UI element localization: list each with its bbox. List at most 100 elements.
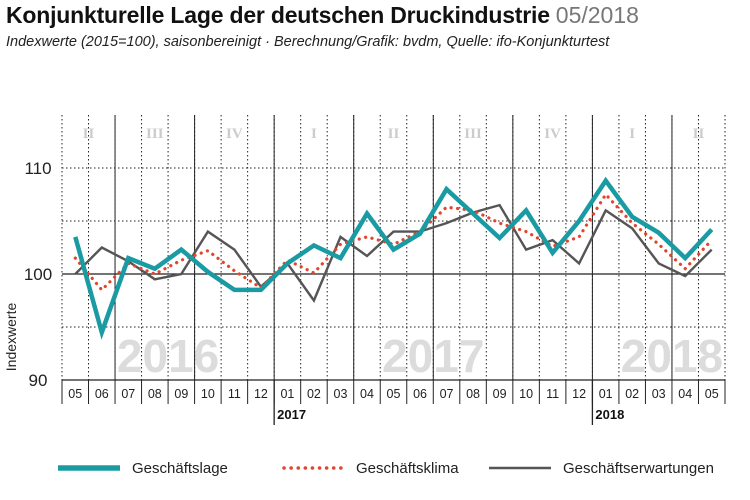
data-point-lage [313,245,314,246]
data-point-lage [526,210,527,211]
data-point-erwartungen [499,205,500,206]
quarter-label-5: III [464,126,482,142]
data-point-erwartungen [207,231,208,232]
x-tick-label: 11 [228,387,241,401]
x-tick-label: 07 [121,387,135,401]
x-tick-label: 05 [387,387,401,401]
quarter-label-4: II [388,126,400,142]
data-point-klima [499,223,500,224]
chart-title: Konjunkturelle Lage der deutschen Drucki… [6,2,550,28]
data-point-klima [526,231,527,232]
x-tick-label: 05 [68,387,82,401]
data-point-lage [287,263,288,264]
legend-item-erwartungen: Geschäftserwartungen [489,456,714,480]
data-point-erwartungen [181,273,182,274]
series-line-erwartungen [74,203,713,303]
data-point-lage [207,271,208,272]
data-point-klima [632,223,633,224]
x-tick-label: 06 [413,387,427,401]
chart-date: 05/2018 [555,2,639,28]
data-point-erwartungen [446,223,447,224]
data-point-lage [101,332,102,333]
series-line-klima [73,192,714,292]
data-point-klima [446,207,447,208]
quarter-label-3: I [311,126,317,142]
data-point-lage [632,216,633,217]
quarter-label-7: I [629,126,635,142]
x-tick-label: 07 [440,387,454,401]
data-point-erwartungen [605,210,606,211]
x-tick-label: 11 [546,387,559,401]
data-point-lage [154,268,155,269]
year-label-2018: 2018 [595,407,624,422]
x-tick-label: 12 [572,387,586,401]
quarter-label-6: IV [544,126,561,142]
data-point-lage [552,252,553,253]
x-tick-label: 04 [678,387,692,401]
data-point-lage [473,213,474,214]
x-tick-label: 02 [307,387,321,401]
data-point-lage [128,258,129,259]
data-point-erwartungen [101,247,102,248]
data-point-klima [75,258,76,259]
data-point-lage [711,229,712,230]
data-point-lage [366,213,367,214]
y-axis-label: Indexwerte [3,303,19,372]
x-tick-label: 09 [174,387,188,401]
data-point-erwartungen [313,300,314,301]
data-point-erwartungen [579,263,580,264]
x-tick-label: 10 [201,387,215,401]
quarter-label-8: II [693,126,705,142]
legend-item-lage: Geschäftslage [58,456,228,480]
x-tick-label: 03 [652,387,666,401]
data-point-klima [154,273,155,274]
quarter-label-0: II [83,126,95,142]
y-tick-label-90: 90 [29,371,48,390]
legend-item-klima: Geschäftsklima [282,456,459,480]
data-point-klima [393,244,394,245]
x-tick-label: 09 [493,387,507,401]
y-tick-label-100: 100 [24,265,52,284]
data-point-klima [552,246,553,247]
data-point-erwartungen [711,249,712,250]
data-point-erwartungen [340,236,341,237]
data-point-klima [685,268,686,269]
title-row: Konjunkturelle Lage der deutschen Drucki… [6,2,639,29]
x-tick-label: 01 [599,387,613,401]
legend-swatch-lage [58,465,120,471]
data-point-erwartungen [234,249,235,250]
data-point-klima [313,272,314,273]
legend-label-erwartungen: Geschäftserwartungen [563,459,714,477]
data-point-erwartungen [526,249,527,250]
data-point-klima [366,236,367,237]
x-tick-label: 12 [254,387,268,401]
legend: Geschäftslage Geschäftsklima Geschäftser… [0,456,750,480]
x-tick-label: 02 [625,387,639,401]
x-tick-label: 04 [360,387,374,401]
data-point-lage [658,232,659,233]
chart-subtitle: Indexwerte (2015=100), saisonbereinigt ·… [6,34,610,50]
data-point-lage [499,237,500,238]
data-point-klima [101,289,102,290]
series-line-lage [73,176,714,340]
data-point-lage [181,249,182,250]
x-tick-label: 06 [95,387,109,401]
year-label-2017: 2017 [277,407,306,422]
legend-label-lage: Geschäftslage [132,459,228,477]
data-point-klima [234,270,235,271]
quarter-label-1: III [146,126,164,142]
data-point-erwartungen [366,255,367,256]
data-point-erwartungen [154,279,155,280]
data-point-klima [605,194,606,195]
data-point-klima [711,240,712,241]
legend-swatch-erwartungen [489,466,551,470]
data-point-lage [234,289,235,290]
legend-swatch-klima [282,466,344,470]
data-point-erwartungen [552,240,553,241]
data-point-erwartungen [75,273,76,274]
data-point-lage [393,249,394,250]
data-point-klima [340,244,341,245]
data-point-lage [446,189,447,190]
data-point-erwartungen [685,276,686,277]
